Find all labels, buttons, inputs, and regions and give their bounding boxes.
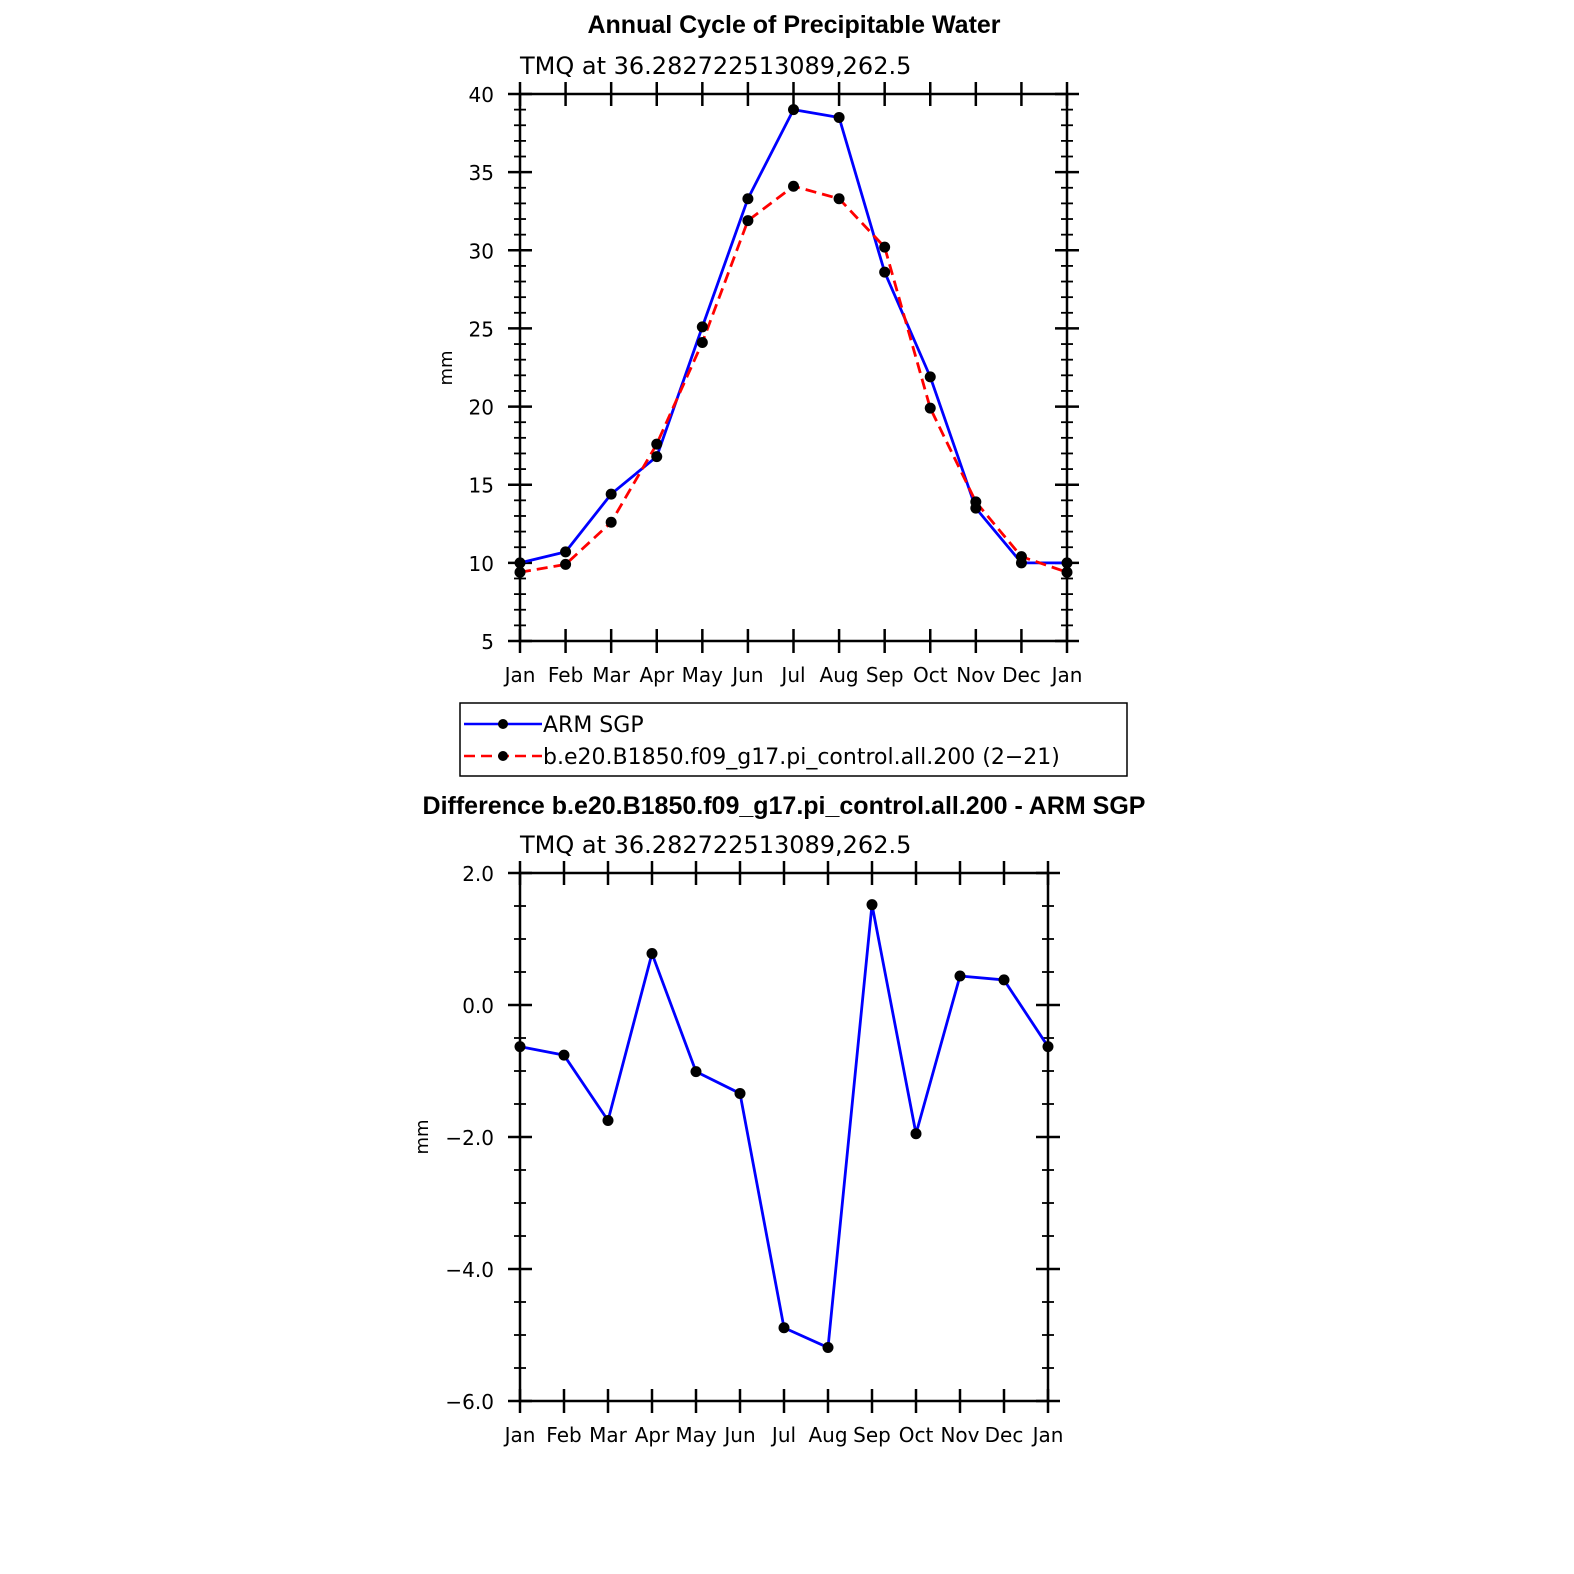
top-chart-series-1-point <box>1015 551 1027 563</box>
top-chart-ytick-label: 15 <box>469 474 494 498</box>
top-chart-xtick-label: Aug <box>820 663 859 687</box>
bottom-chart-axes: Jan Feb Mar Apr May Jun Jul Aug Sep Oct Nov Dec Jan−… <box>445 861 1063 1447</box>
bottom-chart-series-0-point <box>646 948 658 960</box>
top-chart-ytick-label: 35 <box>469 161 494 185</box>
legend-box <box>459 702 1128 777</box>
top-chart-xtick-label: Jan <box>1050 663 1083 687</box>
top-chart: Annual Cycle of Precipitable Water TMQ a… <box>436 11 1082 687</box>
top-chart-series-1-point <box>514 566 526 578</box>
top-chart-ytick-label: 25 <box>469 317 494 341</box>
bottom-chart-ytick-label: −4.0 <box>445 1258 494 1282</box>
top-chart-series-0-point <box>696 321 708 333</box>
top-chart-series-1-point <box>560 558 572 570</box>
top-chart-xtick-label: Apr <box>639 663 674 687</box>
bottom-chart-series-0-point <box>1042 1041 1054 1053</box>
legend: ARM SGP b.e20.B1850.f09_g17.pi_control.a… <box>459 702 1128 777</box>
top-chart-series-0-point <box>651 451 663 463</box>
top-chart-series-0-point <box>1061 557 1073 569</box>
bottom-chart-series-0-point <box>910 1128 922 1140</box>
bottom-chart-xtick-label: Sep <box>853 1423 891 1447</box>
bottom-chart-series <box>514 899 1054 1354</box>
bottom-chart-series-0-point <box>778 1322 790 1334</box>
bottom-chart-series-0-point <box>558 1049 570 1061</box>
top-chart-series-0-point <box>924 371 936 383</box>
bottom-chart: Difference b.e20.B1850.f09_g17.pi_contro… <box>412 792 1145 1447</box>
top-chart-series-1-point <box>879 241 891 253</box>
top-chart-series-0-point <box>560 546 572 558</box>
top-chart-series-1-point <box>742 215 754 227</box>
top-chart-xtick-label: Mar <box>592 663 631 687</box>
top-chart-frame <box>518 92 1069 643</box>
top-chart-xtick-label: Oct <box>913 663 948 687</box>
bottom-chart-subtitle: TMQ at 36.282722513089,262.5 <box>519 831 911 859</box>
top-chart-series-1-point <box>970 496 982 508</box>
top-chart-ytick-label: 10 <box>469 552 494 576</box>
bottom-chart-ytick-label: −2.0 <box>445 1126 494 1150</box>
top-chart-series <box>514 104 1073 578</box>
top-chart-ytick-label: 40 <box>469 83 494 107</box>
top-chart-axes: Jan Feb Mar Apr May Jun Jul Aug Sep Oct Nov Dec Jan 5… <box>469 82 1083 687</box>
bottom-chart-ylabel: mm <box>412 1119 433 1154</box>
bottom-chart-xtick-label: Feb <box>546 1423 581 1447</box>
top-chart-xtick-label: Feb <box>548 663 583 687</box>
top-chart-xtick-label: Jul <box>779 663 805 687</box>
bottom-chart-xtick-label: May <box>675 1423 717 1447</box>
bottom-chart-xtick-label: Dec <box>985 1423 1024 1447</box>
top-chart-series-0-point <box>879 266 891 278</box>
top-chart-series-0-line <box>519 108 1067 565</box>
top-chart-series-0-point <box>514 557 526 569</box>
bottom-chart-xtick-label: Apr <box>635 1423 670 1447</box>
bottom-chart-ytick-label: 2.0 <box>462 862 494 886</box>
bottom-chart-xtick-label: Mar <box>589 1423 628 1447</box>
bottom-chart-xtick-label: Jun <box>722 1423 755 1447</box>
bottom-chart-series-0-point <box>954 970 966 982</box>
top-chart-ytick-label: 30 <box>469 239 494 263</box>
top-chart-xtick-label: Jun <box>730 663 763 687</box>
legend-marker-arm-sgp <box>498 719 508 729</box>
legend-label-arm-sgp: ARM SGP <box>543 713 644 738</box>
bottom-chart-xtick-label: Jul <box>770 1423 796 1447</box>
top-chart-series-1-point <box>1061 566 1073 578</box>
top-chart-series-1-line <box>519 184 1068 574</box>
bottom-chart-xtick-label: Aug <box>808 1423 847 1447</box>
legend-label-model: b.e20.B1850.f09_g17.pi_control.all.200 (… <box>543 745 1060 770</box>
top-chart-xtick-label: Dec <box>1002 663 1041 687</box>
bottom-chart-xtick-label: Jan <box>1031 1423 1064 1447</box>
top-chart-subtitle: TMQ at 36.282722513089,262.5 <box>519 52 911 80</box>
bottom-chart-series-0-point <box>866 899 878 911</box>
top-chart-series-0-point <box>788 104 799 116</box>
top-chart-ytick-label: 20 <box>469 396 494 420</box>
top-chart-series-1-point <box>833 193 845 205</box>
top-chart-series-0-point <box>742 193 754 205</box>
top-chart-series-1-point <box>788 180 799 192</box>
top-chart-xtick-label: May <box>682 663 724 687</box>
top-chart-xtick-label: Sep <box>866 663 904 687</box>
bottom-chart-series-0-line <box>519 903 1050 1349</box>
top-chart-series-1-point <box>651 438 663 450</box>
top-chart-title: Annual Cycle of Precipitable Water <box>587 11 1000 39</box>
top-chart-series-1-point <box>696 336 708 348</box>
bottom-chart-series-0-point <box>998 974 1010 986</box>
top-chart-xtick-label: Jan <box>503 663 536 687</box>
bottom-chart-series-0-point <box>734 1087 746 1099</box>
bottom-chart-series-0-point <box>822 1342 834 1354</box>
bottom-chart-ytick-label: 0.0 <box>462 994 494 1018</box>
top-chart-xtick-label: Nov <box>956 663 995 687</box>
legend-marker-model <box>498 751 508 761</box>
top-chart-ytick-label: 5 <box>481 630 494 654</box>
bottom-chart-series-0-point <box>690 1066 702 1078</box>
top-chart-series-0-point <box>605 488 617 500</box>
bottom-chart-xtick-label: Jan <box>503 1423 536 1447</box>
top-chart-series-1-point <box>924 402 936 414</box>
bottom-chart-ytick-label: −6.0 <box>445 1390 494 1414</box>
top-chart-series-1-point <box>605 516 617 528</box>
top-chart-ylabel: mm <box>436 350 457 385</box>
top-chart-series-0-point <box>833 111 845 123</box>
bottom-chart-xtick-label: Nov <box>940 1423 979 1447</box>
bottom-chart-series-0-point <box>602 1115 614 1126</box>
bottom-chart-series-0-point <box>514 1041 526 1053</box>
bottom-chart-title: Difference b.e20.B1850.f09_g17.pi_contro… <box>423 792 1146 820</box>
bottom-chart-xtick-label: Oct <box>899 1423 934 1447</box>
